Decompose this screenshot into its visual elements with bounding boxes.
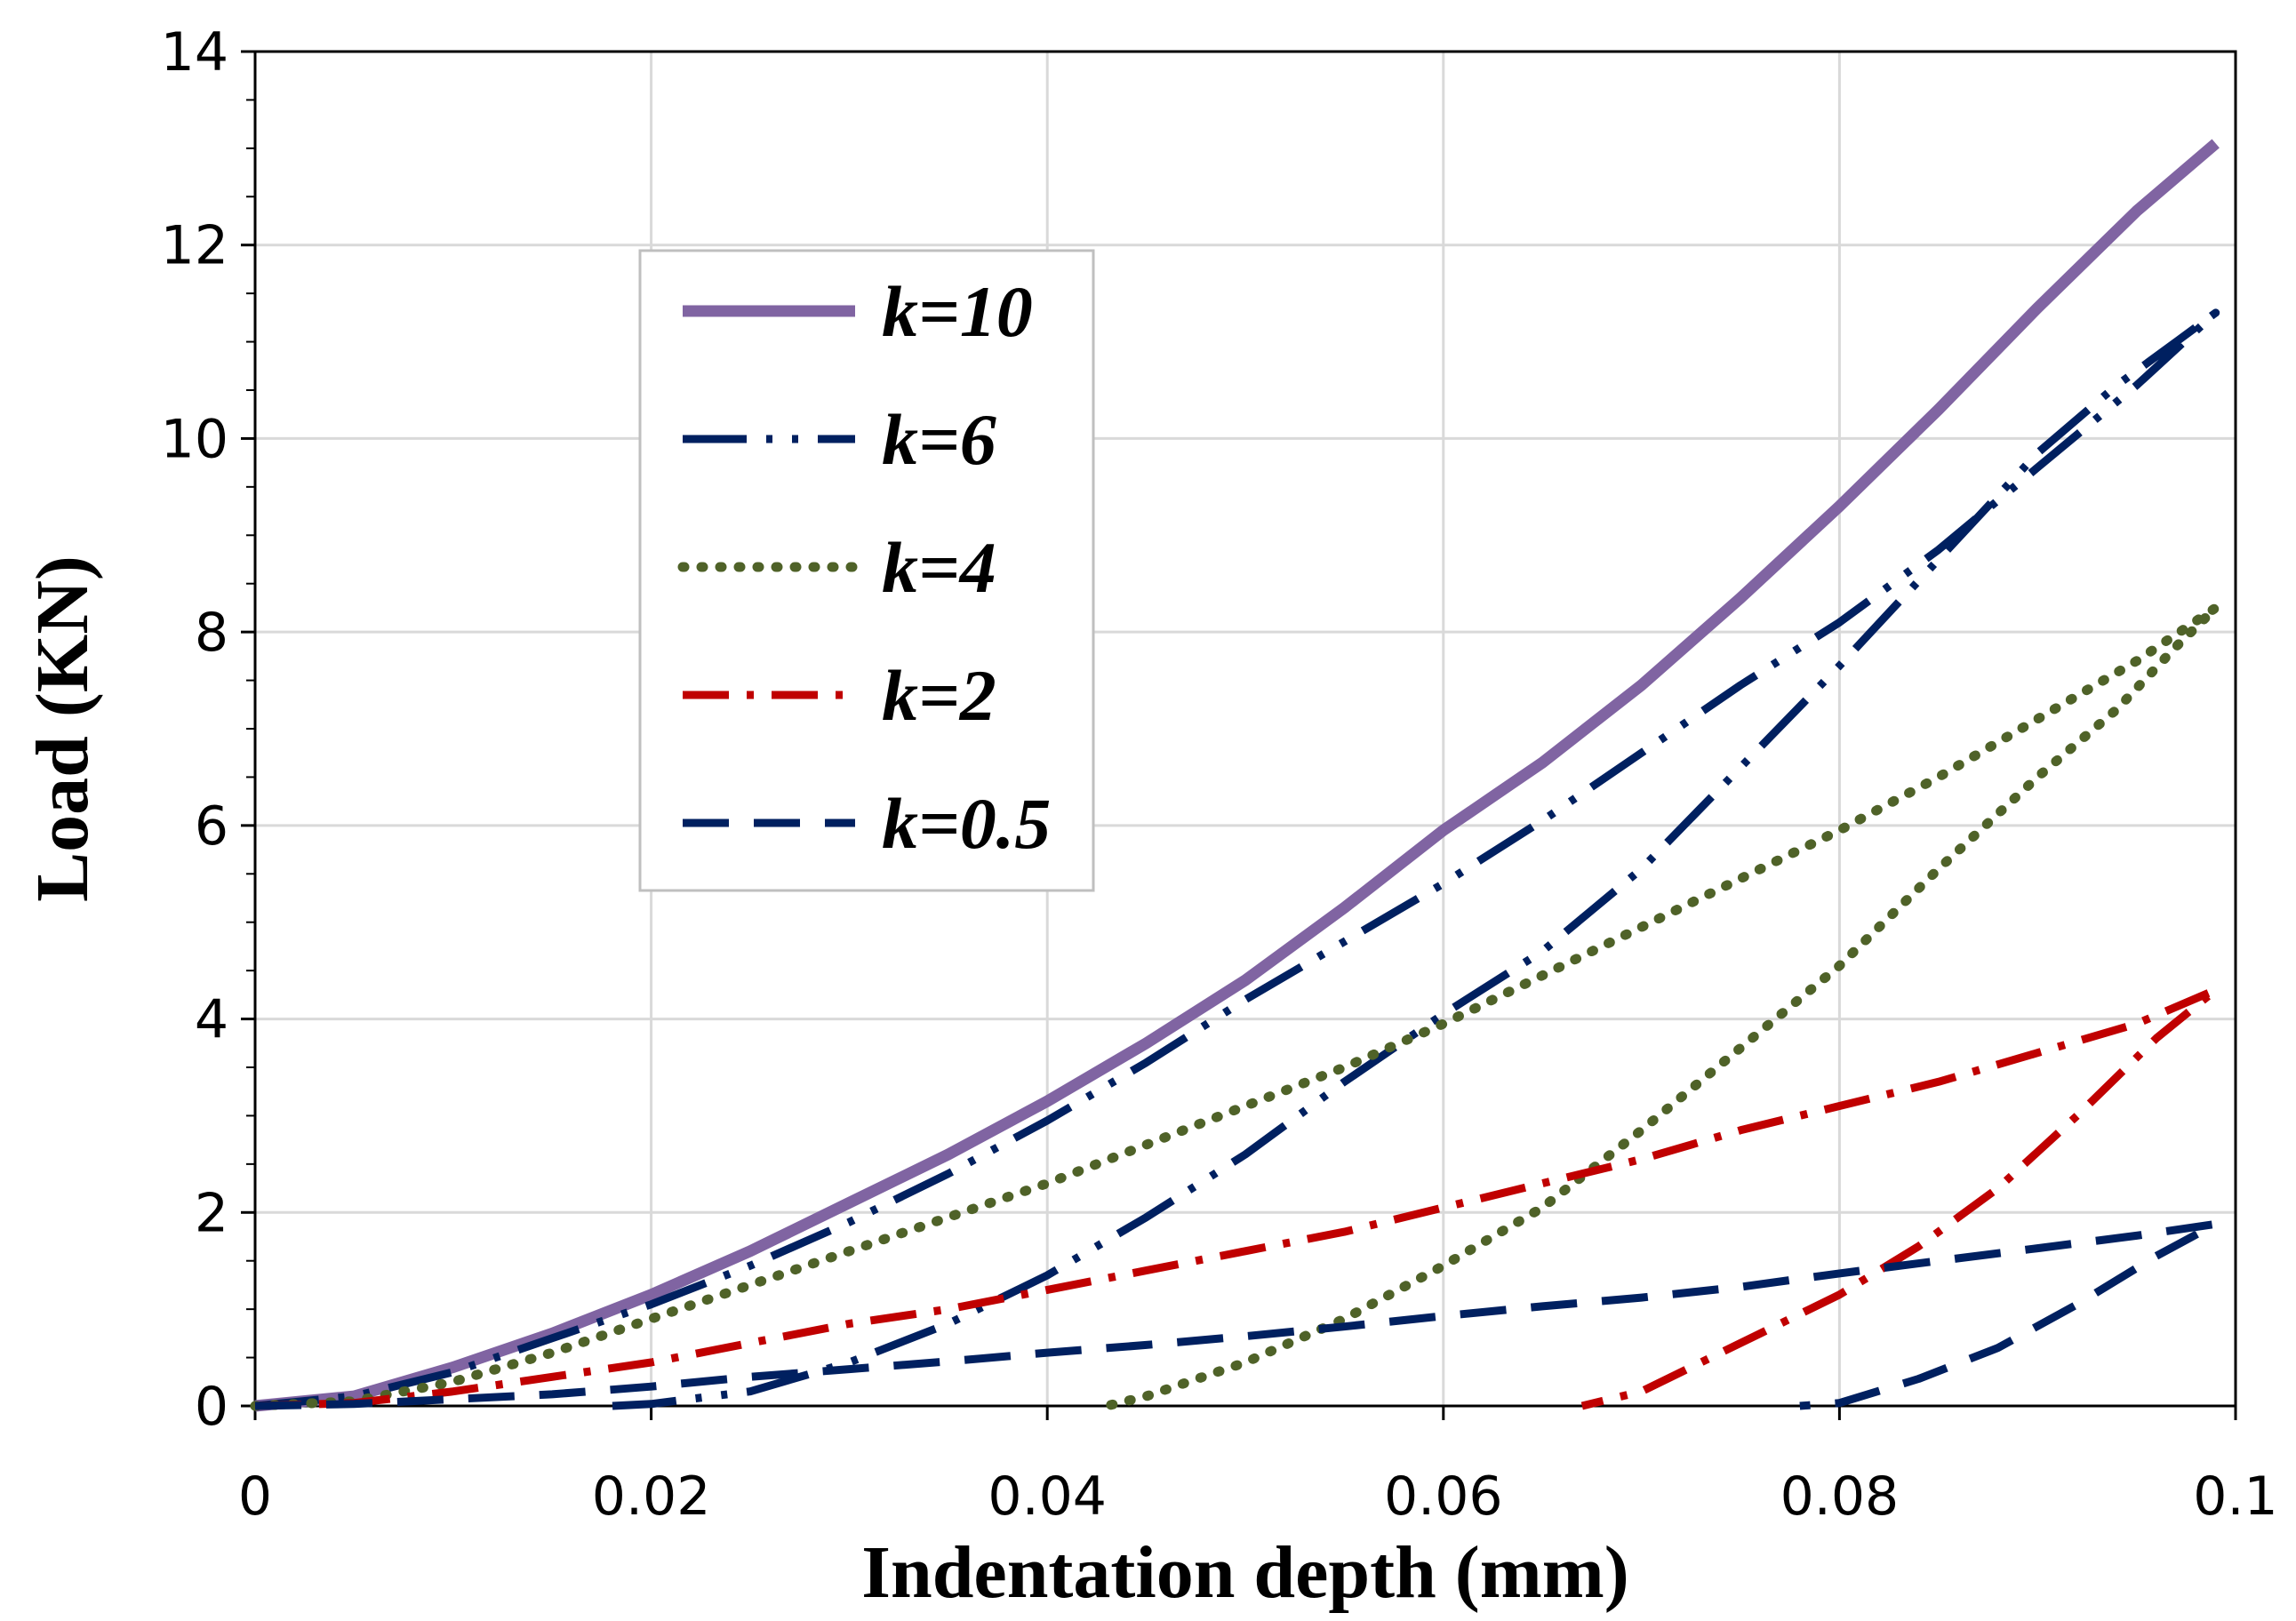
legend-label-k-4: k=4 (882, 527, 996, 608)
x-tick-label: 0.04 (988, 1465, 1107, 1528)
series-line-k-2 (254, 986, 2220, 1410)
x-tick-label: 0.1 (2193, 1465, 2277, 1528)
y-tick-label: 2 (195, 1182, 228, 1244)
x-axis-title: Indentation depth (mm) (861, 1531, 1628, 1614)
series-line-k-6 (254, 308, 2220, 1410)
y-tick-label: 12 (161, 215, 228, 277)
legend-label-k-10: k=10 (882, 271, 1033, 352)
y-tick-label: 6 (195, 795, 228, 858)
x-tick-label: 0.02 (592, 1465, 711, 1528)
y-tick-label: 14 (161, 21, 228, 84)
y-tick-label: 0 (195, 1376, 228, 1438)
y-tick-label: 8 (195, 602, 228, 664)
legend-label-k-0-5: k=0.5 (882, 783, 1051, 864)
x-tick-label: 0.06 (1384, 1465, 1503, 1528)
legend-box (638, 249, 1095, 892)
legend-label-k-2: k=2 (882, 655, 996, 736)
series-line-k-0-5 (254, 1219, 2220, 1410)
axis-ticks: 0 2 4 6 8 10 12 14 0 0.02 0.04 0.06 0.08 0.1 (161, 21, 2278, 1528)
x-tick-label: 0.08 (1780, 1465, 1900, 1528)
y-tick-label: 4 (195, 989, 228, 1051)
legend: k=10 k=6 k=4 k=2 k=0.5 (638, 249, 1095, 892)
legend-label-k-6: k=6 (882, 399, 996, 480)
x-tick-label: 0 (238, 1465, 272, 1528)
y-tick-label: 10 (161, 408, 228, 470)
y-axis-title: Load (KN) (21, 555, 104, 902)
series-line-k-10 (254, 139, 2220, 1412)
series-layer (250, 139, 2221, 1412)
